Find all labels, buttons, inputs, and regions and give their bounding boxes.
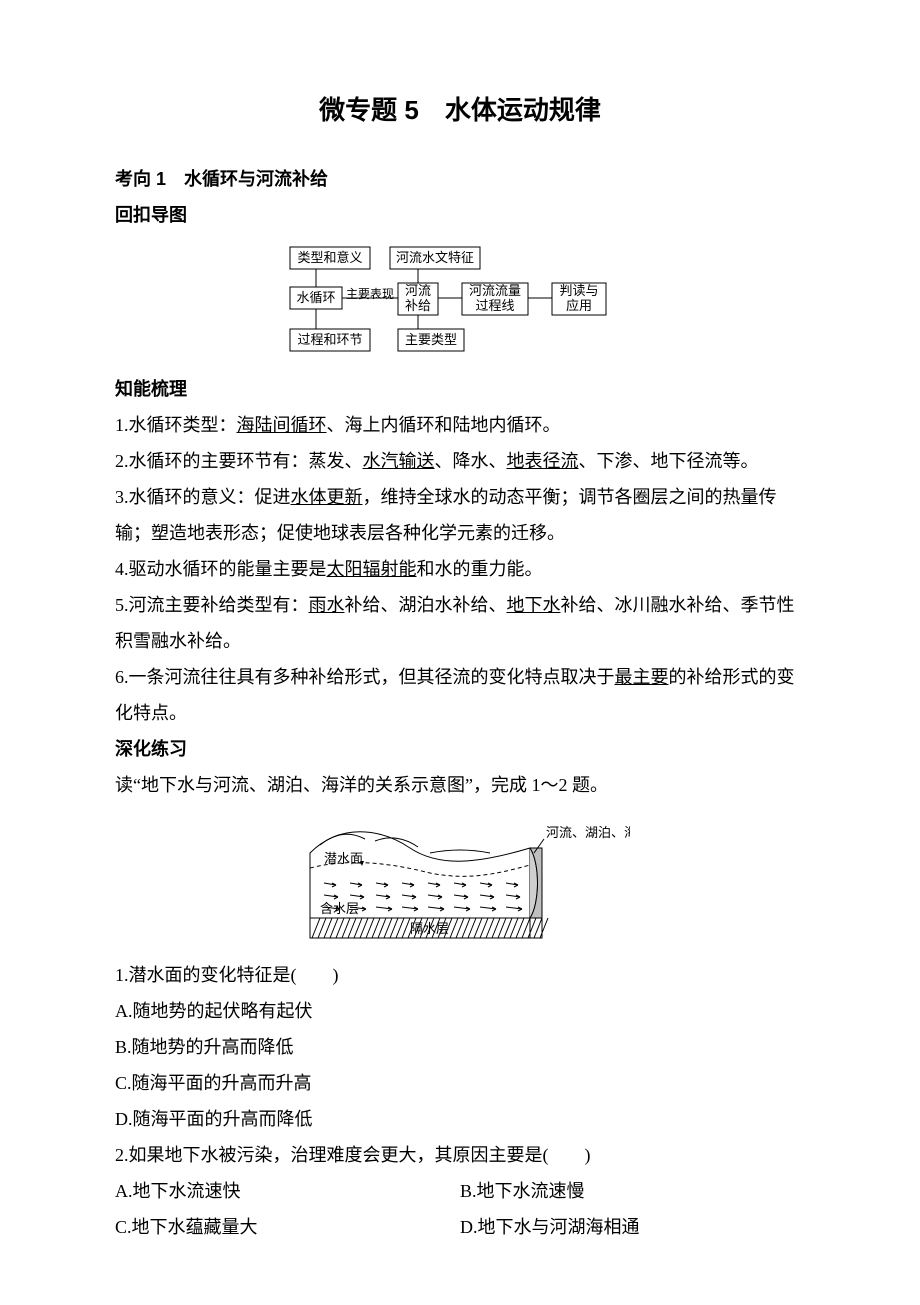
point-1: 1.水循环类型：海陆间循环、海上内循环和陆地内循环。 xyxy=(115,407,805,443)
concept-diagram: 类型和意义 河流水文特征 水循环 主要表现 河流 补给 河流流量 过程线 判读与… xyxy=(115,245,805,355)
svg-text:水循环: 水循环 xyxy=(296,290,335,305)
svg-text:河流、湖泊、海洋: 河流、湖泊、海洋 xyxy=(546,825,630,840)
point-5: 5.河流主要补给类型有：雨水补给、湖泊水补给、地下水补给、冰川融水补给、季节性积… xyxy=(115,587,805,659)
svg-text:隔水层: 隔水层 xyxy=(410,921,449,936)
underline-sea-land-cycle: 海陆间循环 xyxy=(237,415,327,435)
underline-vapor-transport: 水汽输送 xyxy=(363,451,435,471)
svg-text:应用: 应用 xyxy=(566,298,592,313)
svg-text:判读与: 判读与 xyxy=(559,283,598,298)
svg-text:主要表现: 主要表现 xyxy=(346,287,394,301)
option-1A: A.随地势的起伏略有起伏 xyxy=(115,993,805,1029)
option-2B: B.地下水流速慢 xyxy=(460,1173,805,1209)
option-2A: A.地下水流速快 xyxy=(115,1173,460,1209)
option-1C: C.随海平面的升高而升高 xyxy=(115,1065,805,1101)
point-6: 6.一条河流往往具有多种补给形式，但其径流的变化特点取决于最主要的补给形式的变化… xyxy=(115,659,805,731)
underline-rainwater: 雨水 xyxy=(309,595,345,615)
svg-text:主要类型: 主要类型 xyxy=(405,332,457,347)
question-2: 2.如果地下水被污染，治理难度会更大，其原因主要是( ) xyxy=(115,1137,805,1173)
question-stem: 读“地下水与河流、湖泊、海洋的关系示意图”，完成 1～2 题。 xyxy=(115,767,805,803)
point-2: 2.水循环的主要环节有：蒸发、水汽输送、降水、地表径流、下渗、地下径流等。 xyxy=(115,443,805,479)
groundwater-figure: 潜水面 含水层 隔水层 河流、湖泊、海洋 xyxy=(115,813,805,943)
heading-knowledge: 知能梳理 xyxy=(115,371,805,407)
option-2C: C.地下水蕴藏量大 xyxy=(115,1209,460,1245)
page: 微专题 5 水体运动规律 考向 1 水循环与河流补给 回扣导图 类型和意义 河流… xyxy=(0,0,920,1305)
svg-text:河流水文特征: 河流水文特征 xyxy=(396,250,474,265)
question-1: 1.潜水面的变化特征是( ) xyxy=(115,957,805,993)
svg-text:河流: 河流 xyxy=(405,283,431,298)
underline-groundwater: 地下水 xyxy=(507,595,561,615)
underline-solar-radiation: 太阳辐射能 xyxy=(327,559,417,579)
svg-text:过程和环节: 过程和环节 xyxy=(297,332,362,347)
svg-text:潜水面: 潜水面 xyxy=(324,851,363,866)
option-1B: B.随地势的升高而降低 xyxy=(115,1029,805,1065)
page-title: 微专题 5 水体运动规律 xyxy=(115,90,805,127)
svg-text:含水层: 含水层 xyxy=(320,901,359,916)
svg-text:类型和意义: 类型和意义 xyxy=(297,250,362,265)
underline-most-important: 最主要 xyxy=(615,667,669,687)
svg-text:过程线: 过程线 xyxy=(475,298,514,313)
svg-text:河流流量: 河流流量 xyxy=(469,283,521,298)
underline-water-renewal: 水体更新 xyxy=(291,487,363,507)
option-2D: D.地下水与河湖海相通 xyxy=(460,1209,805,1245)
point-4: 4.驱动水循环的能量主要是太阳辐射能和水的重力能。 xyxy=(115,551,805,587)
heading-practice: 深化练习 xyxy=(115,731,805,767)
title-rest: 水体运动规律 xyxy=(419,95,601,125)
heading-review-diagram: 回扣导图 xyxy=(115,197,805,233)
svg-text:补给: 补给 xyxy=(405,298,431,313)
point-3: 3.水循环的意义：促进水体更新，维持全球水的动态平衡；调节各圈层之间的热量传输；… xyxy=(115,479,805,551)
underline-surface-runoff: 地表径流 xyxy=(507,451,579,471)
option-1D: D.随海平面的升高而降低 xyxy=(115,1101,805,1137)
heading-exam-direction: 考向 1 水循环与河流补给 xyxy=(115,161,805,197)
title-prefix: 微专题 5 xyxy=(319,95,419,125)
